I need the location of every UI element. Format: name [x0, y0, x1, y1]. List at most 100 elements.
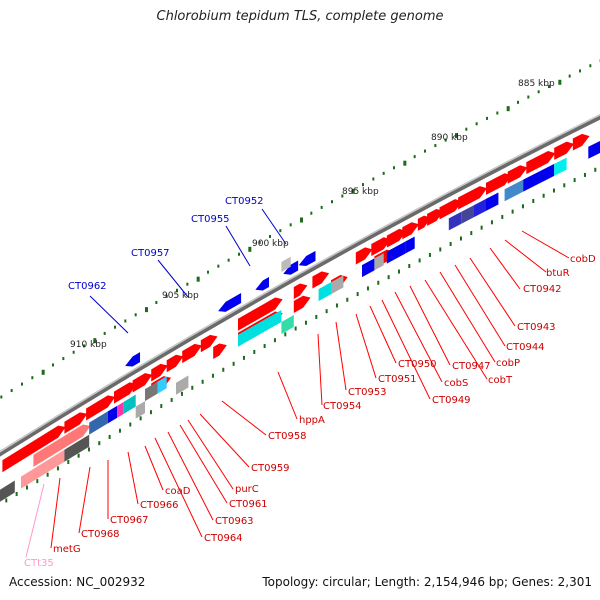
leader-line — [335, 321, 347, 391]
tick-mark-outer — [83, 344, 85, 348]
reverse-gene-block-row3 — [281, 314, 294, 334]
leader-line — [277, 371, 298, 420]
tick-mark-inner — [583, 172, 586, 177]
reverse-gene-block-row3 — [64, 434, 90, 462]
tick-marks — [0, 59, 600, 503]
tick-mark-outer — [103, 331, 106, 335]
forward-gene-arrow — [507, 165, 528, 184]
tick-mark-outer — [382, 171, 385, 175]
forward-gene-arrow — [371, 237, 392, 257]
tick-mark-inner — [108, 434, 111, 439]
tick-mark-outer — [124, 319, 127, 323]
tick-mark-inner — [67, 460, 70, 465]
forward-gene-arrow — [312, 271, 330, 289]
gene-label-CT0949: CT0949 — [432, 395, 471, 406]
tick-mark-inner — [490, 220, 493, 225]
tick-mark-inner — [5, 498, 8, 503]
gene-label-CT0953: CT0953 — [348, 387, 387, 398]
tick-mark-outer — [331, 200, 333, 204]
gene-label-CT0957: CT0957 — [131, 248, 170, 259]
leader-line — [127, 451, 139, 505]
tick-mark-outer — [517, 100, 519, 104]
accession-text: Accession: NC_002932 — [9, 575, 146, 589]
tick-mark-outer — [41, 369, 45, 375]
tick-mark-inner — [263, 344, 266, 349]
forward-gene-arrow — [572, 133, 590, 151]
leader-line — [317, 333, 323, 406]
genome-backbone — [0, 114, 600, 457]
tick-mark-outer — [548, 85, 550, 89]
leader-line-forward — [89, 295, 129, 334]
forward-gene-arrow — [200, 334, 218, 353]
leader-line — [355, 313, 377, 379]
tick-mark-inner — [377, 280, 380, 285]
tick-mark-inner — [273, 338, 276, 343]
gene-label-cobD: cobD — [570, 254, 596, 265]
tick-mark-outer — [568, 74, 571, 78]
tick-mark-inner — [160, 404, 163, 409]
forward-gene-arrow — [182, 343, 203, 364]
tick-mark-outer — [589, 64, 592, 68]
forward-marker-grey — [281, 256, 291, 272]
leader-line-trna — [25, 483, 45, 558]
tick-mark-outer — [372, 177, 375, 181]
tick-mark-outer — [424, 149, 426, 153]
forward-gene-arrow — [554, 141, 575, 160]
tick-mark-inner — [366, 286, 369, 291]
leader-line — [78, 466, 91, 534]
gene-label-CT0944: CT0944 — [506, 342, 545, 353]
tick-mark-outer — [248, 246, 252, 252]
reverse-gene-block — [504, 179, 524, 202]
gene-label-CT0962: CT0962 — [68, 281, 107, 292]
reverse-gene-block — [145, 381, 158, 402]
reverse-gene-block — [386, 241, 406, 264]
tick-mark-outer — [62, 357, 65, 361]
reverse-gene-block — [362, 258, 375, 278]
leader-line — [381, 299, 431, 400]
tick-mark-inner — [521, 204, 524, 209]
tick-mark-outer — [114, 325, 116, 329]
tick-mark-outer — [145, 307, 148, 313]
gene-label-CT0964: CT0964 — [204, 533, 243, 544]
forward-gene-arrow — [114, 382, 137, 404]
forward-gene-arrow — [2, 425, 66, 473]
tick-mark-outer — [93, 338, 97, 344]
reverse-gene-block — [461, 205, 474, 224]
tick-mark-inner — [325, 309, 328, 314]
tick-mark-inner — [15, 491, 18, 496]
tick-mark-inner — [532, 199, 535, 204]
tick-mark-outer — [186, 282, 189, 286]
tick-mark-inner — [222, 367, 225, 372]
forward-marker-blue — [125, 352, 141, 367]
tick-mark-outer — [537, 90, 540, 94]
reverse-gene-block — [238, 309, 282, 347]
tick-mark-outer — [279, 229, 282, 233]
tick-mark-outer — [444, 138, 447, 142]
tick-mark-inner — [232, 361, 235, 366]
reverse-gene-block — [405, 236, 415, 254]
tick-mark-inner — [449, 241, 452, 246]
tick-mark-outer — [403, 160, 407, 166]
gene-label-CT0951: CT0951 — [378, 374, 417, 385]
leader-line-forward — [225, 225, 251, 267]
feature-track — [0, 133, 600, 502]
tick-mark-inner — [480, 225, 483, 230]
gene-label-hppA: hppA — [299, 415, 325, 426]
tick-mark-inner — [346, 297, 349, 302]
gene-label-CT0967: CT0967 — [110, 515, 149, 526]
tick-mark-outer — [362, 183, 364, 187]
tick-mark-outer — [0, 395, 3, 399]
gene-label-metG: metG — [53, 544, 81, 555]
tick-mark-inner — [594, 167, 597, 172]
leader-line — [144, 445, 164, 491]
tick-mark-outer — [527, 95, 530, 99]
forward-gene-arrow — [458, 186, 488, 210]
gene-label-cobT: cobT — [488, 375, 513, 386]
gene-label-CTt35: CTt35 — [24, 558, 54, 569]
leader-line-forward — [261, 208, 287, 245]
forward-gene-arrow — [402, 222, 420, 240]
scale-label-895: 895 kbp — [342, 187, 379, 197]
tick-mark-inner — [459, 236, 462, 241]
scale-label-890: 890 kbp — [431, 133, 468, 143]
